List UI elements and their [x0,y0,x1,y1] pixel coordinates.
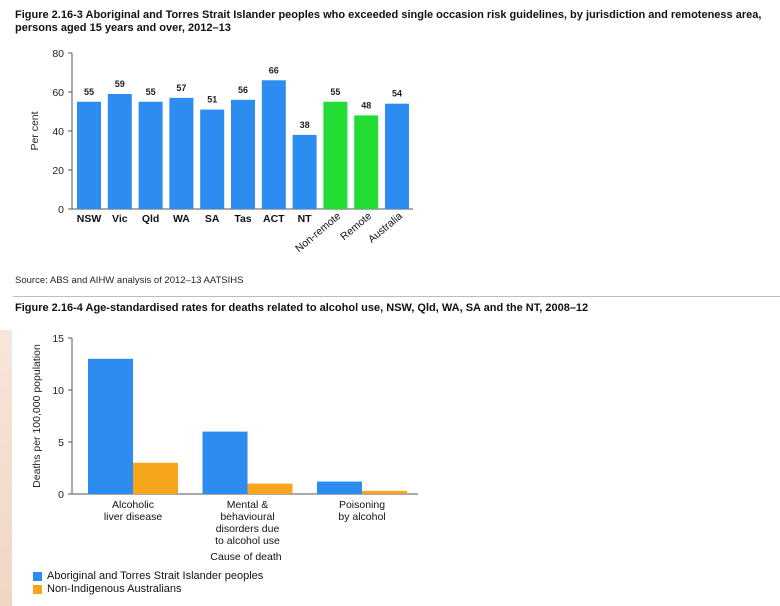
bar [138,101,163,209]
y-tick-label: 0 [58,489,64,501]
data-label: 56 [238,85,248,95]
x-tick-label: Mental & behavioural disorders due to alcoh… [215,499,280,547]
bar [247,483,293,494]
bar [231,99,255,209]
bar [292,134,317,209]
legend-item-series-1: Aboriginal and Torres Strait Islander pe… [33,570,263,582]
y-tick-label: 0 [58,204,64,216]
x-tick-label: Alcoholic liver disease [104,499,163,523]
data-label: 48 [361,100,371,110]
x-tick-label: Qld [142,213,160,225]
bar [202,431,248,494]
bar [107,93,132,209]
bar [169,97,194,209]
figure-1-source: Source: ABS and AIHW analysis of 2012–13… [15,275,244,286]
figure-2-title: Figure 2.16-4 Age-standardised rates for… [15,302,589,314]
bar [354,115,379,209]
y-tick-label: 5 [58,437,64,449]
x-axis-label: Cause of death [210,551,281,563]
x-tick-label: Poisoning by alcohol [338,499,385,523]
data-label: 55 [84,87,94,97]
bar [385,103,409,209]
data-label: 54 [392,89,402,99]
data-label: 66 [269,65,279,75]
bar [200,109,225,209]
y-axis-label: Deaths per 100,000 population [31,344,43,488]
y-tick-label: 40 [52,126,64,138]
x-tick-label: Tas [234,213,251,225]
background-strip [0,330,12,606]
x-tick-label: NT [298,213,313,225]
bar [362,490,407,494]
bar [133,462,178,494]
bar [317,481,362,494]
x-tick-label: SA [205,213,220,225]
legend-swatch-series-1 [33,571,42,581]
data-label: 57 [176,83,186,93]
legend-item-series-2: Non-Indigenous Australians [33,583,182,595]
data-label: 38 [300,120,310,130]
bar [323,101,348,209]
y-tick-label: 80 [52,48,64,60]
bar [88,358,133,494]
bar [261,80,286,209]
x-tick-label: NSW [77,213,102,225]
data-label: 51 [207,95,217,105]
data-label: 59 [115,79,125,89]
y-tick-label: 15 [52,333,64,345]
x-tick-label: ACT [263,213,285,225]
bar [77,101,101,209]
data-label: 55 [146,87,156,97]
legend-label-series-1: Aboriginal and Torres Strait Islander pe… [47,570,264,582]
y-tick-label: 10 [52,385,64,397]
legend-swatch-series-2 [33,584,42,594]
figure-1-title: Figure 2.16-3 Aboriginal and Torres Stra… [15,9,762,34]
y-axis-label: Per cent [29,111,41,150]
x-tick-label: Vic [112,213,128,225]
y-tick-label: 20 [52,165,64,177]
legend-label-series-2: Non-Indigenous Australians [47,583,182,595]
divider [13,296,780,297]
y-tick-label: 60 [52,87,64,99]
x-tick-label: WA [173,213,190,225]
data-label: 55 [330,87,340,97]
